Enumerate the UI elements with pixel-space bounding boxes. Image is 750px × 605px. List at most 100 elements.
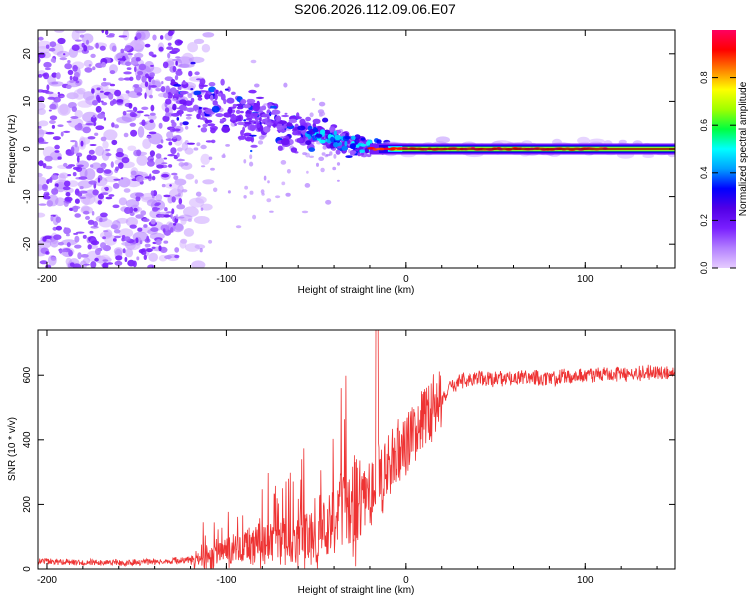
heatmap-cell: [129, 111, 136, 118]
heatmap-cell: [174, 75, 179, 81]
heatmap-cell: [273, 123, 276, 128]
heatmap-x-axis-label: Height of straight line (km): [298, 285, 415, 296]
heatmap-cell: [112, 45, 117, 52]
heatmap-cell: [129, 224, 137, 229]
heatmap-cell: [148, 252, 158, 262]
heatmap-cell: [261, 118, 268, 123]
heatmap-cell: [78, 176, 88, 180]
heatmap-cell: [42, 236, 47, 242]
heatmap-cell: [130, 170, 137, 176]
heatmap-cell: [143, 224, 148, 228]
heatmap-cell: [79, 186, 84, 190]
heatmap-cell: [109, 83, 116, 87]
heatmap-cell: [38, 129, 48, 135]
heatmap-cell: [311, 97, 316, 101]
heatmap-cell: [275, 115, 282, 122]
heatmap-cell: [93, 121, 96, 127]
heatmap-cell: [322, 117, 329, 123]
heatmap-cell: [277, 123, 283, 127]
heatmap-cell: [345, 155, 353, 159]
heatmap-cell: [403, 147, 409, 150]
heatmap-cell: [164, 182, 181, 189]
heatmap-cell: [150, 104, 155, 112]
heatmap-cell: [150, 218, 156, 225]
heatmap-cell: [360, 143, 367, 147]
heatmap-cell: [151, 79, 156, 85]
heatmap-cell: [59, 95, 65, 98]
heatmap-cell: [51, 124, 56, 129]
heatmap-cell: [85, 215, 90, 220]
heatmap-cell: [137, 227, 143, 232]
heatmap-cell: [182, 275, 187, 277]
heatmap-y-tick-label: -10: [22, 189, 33, 204]
heatmap-cell: [174, 247, 180, 253]
heatmap-cell: [360, 137, 366, 141]
heatmap-cell: [151, 246, 156, 249]
heatmap-cell: [75, 80, 80, 84]
heatmap-cell: [312, 118, 321, 125]
heatmap-cell: [178, 63, 190, 68]
heatmap-cell: [208, 82, 216, 87]
heatmap-cell: [208, 86, 217, 93]
heatmap-cell: [92, 100, 98, 106]
heatmap-cell: [275, 195, 281, 199]
heatmap-cell: [51, 188, 59, 195]
heatmap-cell: [121, 157, 130, 164]
heatmap-cell: [306, 170, 309, 174]
heatmap-cell: [193, 216, 210, 224]
heatmap-cell: [249, 154, 253, 160]
heatmap-cell: [77, 252, 82, 260]
heatmap-cell: [124, 207, 132, 214]
heatmap-cell: [201, 111, 205, 119]
heatmap-cell: [166, 46, 174, 50]
heatmap-cell: [136, 256, 140, 261]
heatmap-cell: [198, 108, 202, 115]
heatmap-cell: [49, 177, 53, 183]
heatmap-cell: [185, 173, 195, 180]
heatmap-cell: [135, 175, 144, 183]
heatmap-cell: [67, 60, 71, 64]
heatmap-cell: [220, 93, 226, 101]
heatmap-cell: [104, 234, 117, 246]
heatmap-cell: [278, 129, 287, 133]
heatmap-cell: [101, 61, 106, 68]
heatmap-cell: [112, 204, 120, 209]
heatmap-cell: [177, 68, 182, 72]
heatmap-cell: [143, 114, 150, 117]
heatmap-cell: [144, 92, 147, 99]
heatmap-cell: [144, 60, 155, 73]
heatmap-cell: [49, 47, 56, 52]
heatmap-cell: [135, 57, 141, 62]
heatmap-cell: [105, 153, 112, 157]
heatmap-cell: [332, 166, 337, 171]
heatmap-cell: [141, 106, 149, 111]
heatmap-cell: [174, 194, 181, 197]
heatmap-cell: [123, 47, 130, 52]
heatmap-cell: [146, 235, 150, 242]
heatmap-cell: [97, 112, 106, 119]
heatmap-cell: [349, 143, 356, 150]
heatmap-cell: [162, 228, 166, 233]
heatmap-cell: [186, 107, 195, 113]
heatmap-cell: [71, 30, 80, 41]
heatmap-cell: [74, 39, 82, 42]
heatmap-cell: [49, 103, 57, 110]
heatmap-cell: [144, 43, 151, 48]
heatmap-cell: [263, 175, 267, 181]
heatmap-cell: [215, 89, 219, 95]
heatmap-cell: [202, 123, 208, 128]
heatmap-cell: [299, 118, 306, 125]
heatmap-cell: [39, 260, 48, 265]
heatmap-cell: [158, 245, 162, 252]
heatmap-cell: [196, 113, 201, 120]
heatmap-cell: [67, 174, 72, 177]
heatmap-cell: [123, 188, 131, 193]
heatmap-cell: [102, 140, 109, 149]
heatmap-cell: [187, 42, 199, 53]
heatmap-cell: [307, 135, 312, 140]
heatmap-y-axis-label: Frequency (Hz): [7, 115, 18, 184]
heatmap-cell: [269, 210, 274, 213]
heatmap-cell: [277, 145, 283, 151]
colorbar: [712, 30, 736, 268]
heatmap-cell: [245, 113, 251, 118]
